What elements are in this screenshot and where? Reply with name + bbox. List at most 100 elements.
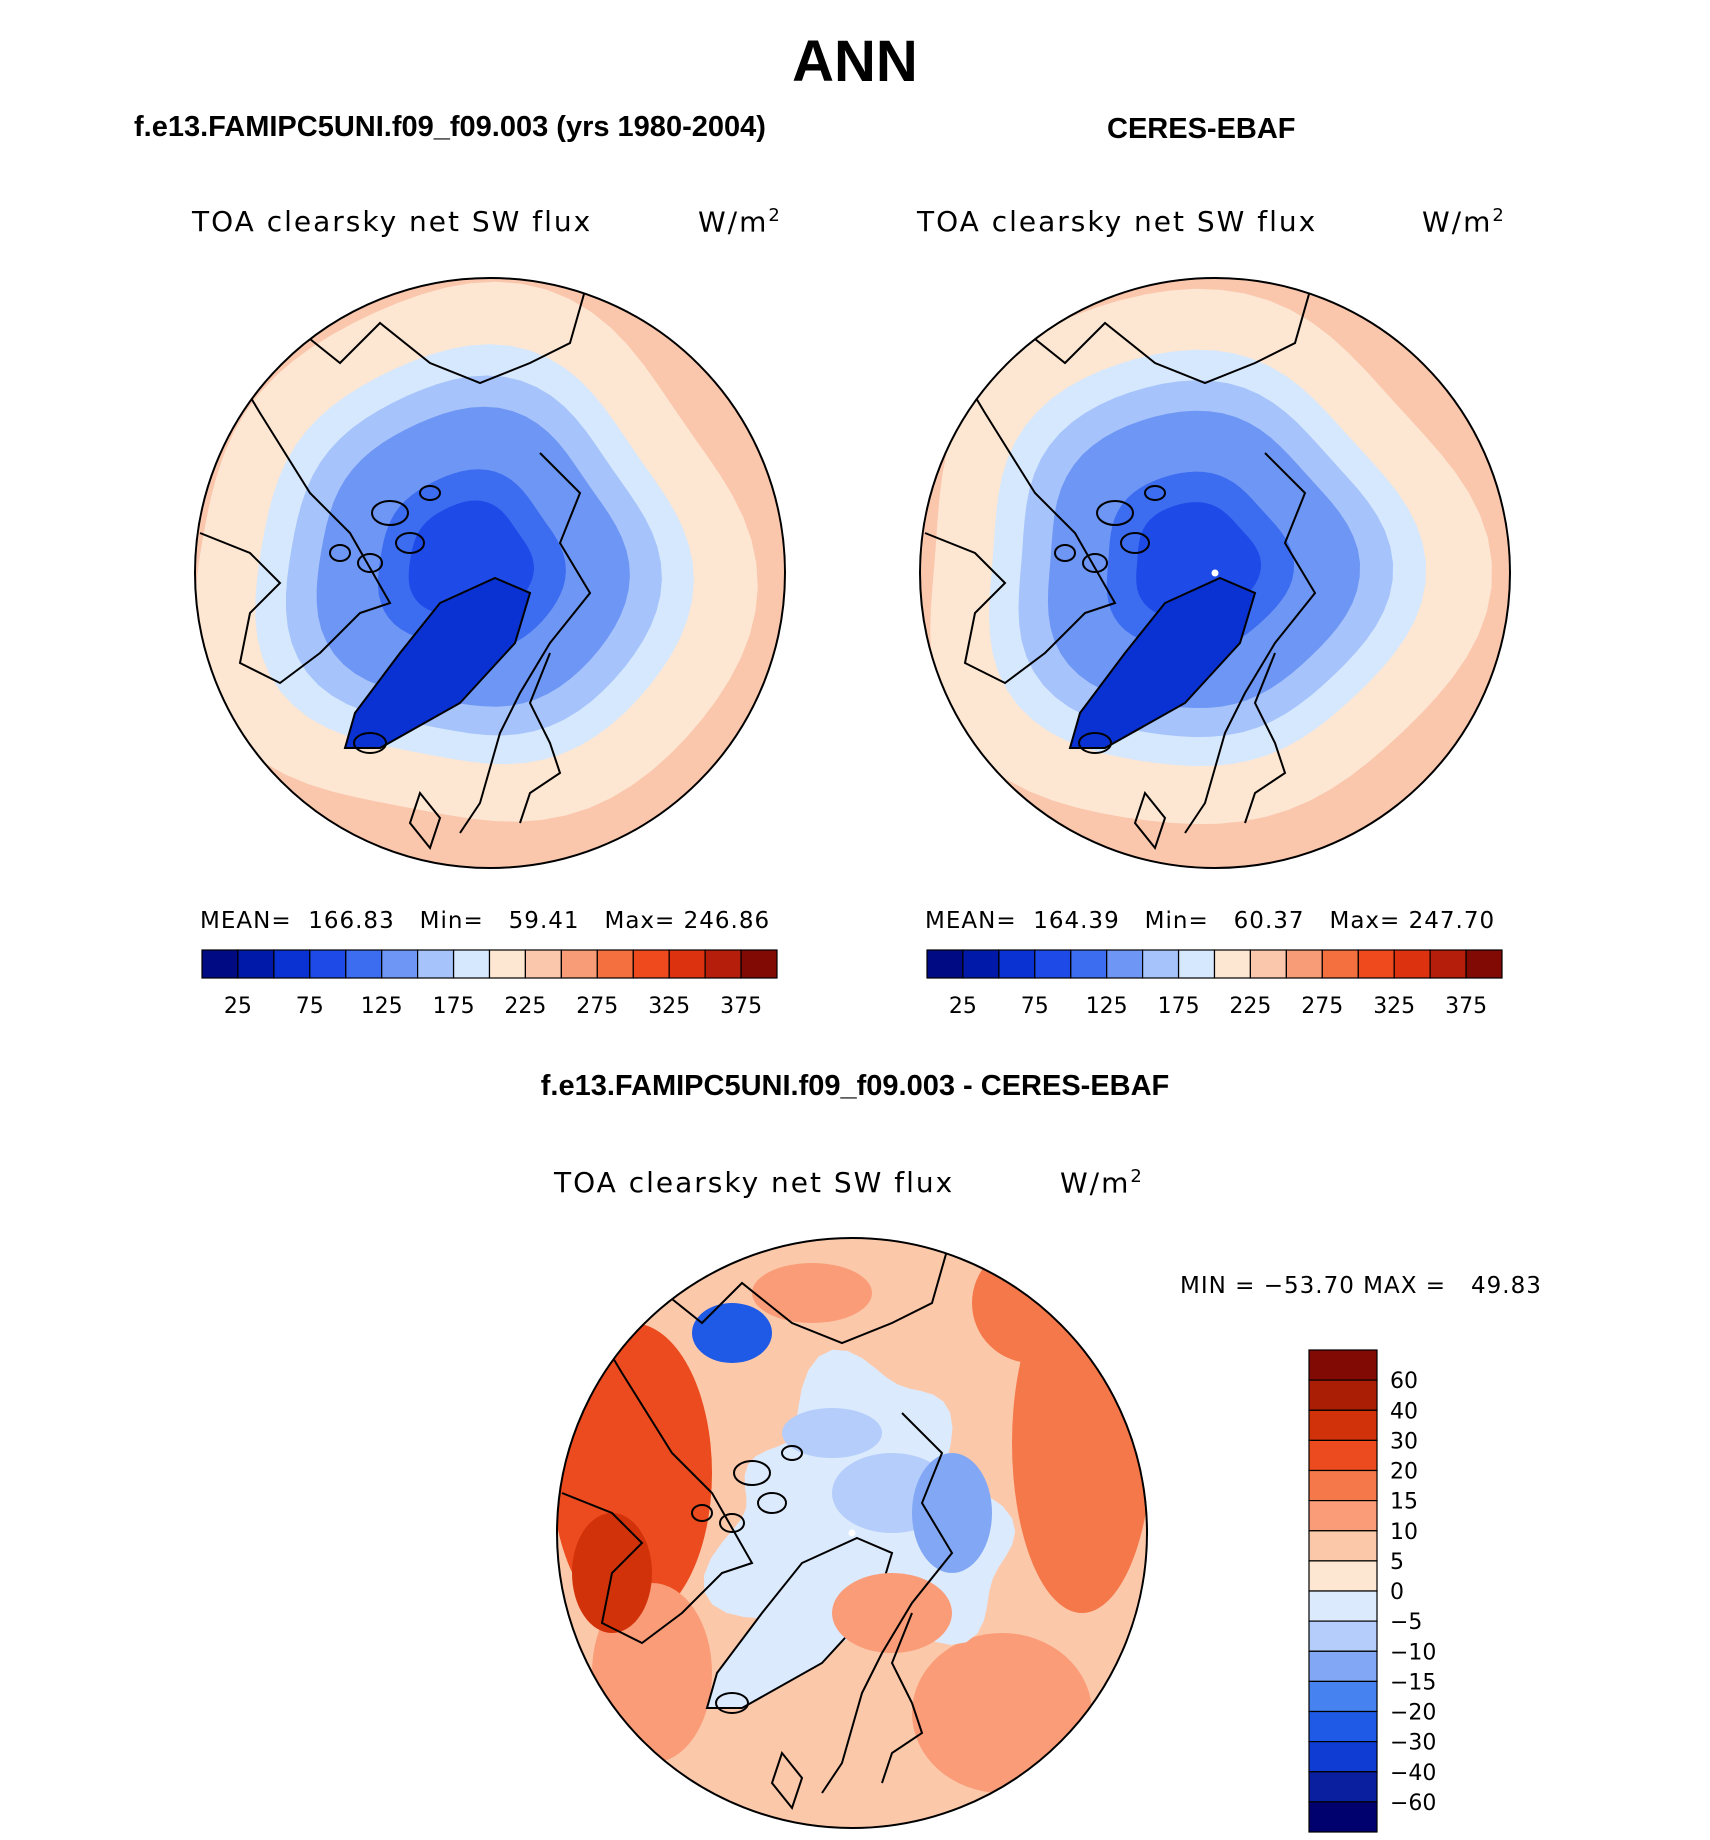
colorbar-tick-label: 175 — [433, 994, 475, 1019]
colorbar-box — [926, 949, 964, 979]
colorbar-box — [345, 949, 383, 979]
colorbar-box — [417, 949, 455, 979]
colorbar-tick-label: −20 — [1390, 1701, 1436, 1726]
colorbar-tick-label: −30 — [1390, 1731, 1436, 1756]
panel-3-case-title: f.e13.FAMIPC5UNI.f09_f09.003 - CERES-EBA… — [540, 1070, 1170, 1102]
coastline-scandinavia — [881, 1612, 924, 1784]
coastline-iceland — [715, 1692, 749, 1714]
coastline-siberia — [651, 1238, 953, 1345]
colorbar-box — [1308, 1680, 1378, 1713]
pole-marker — [848, 1529, 856, 1537]
panel-3-units-label: W/m2 — [1060, 1166, 1144, 1200]
map-anomaly — [832, 1573, 952, 1653]
panel-2-variable-label: TOA clearsky net SW flux — [917, 205, 1318, 238]
coastline-island — [1054, 544, 1076, 562]
coastline-island — [1082, 553, 1108, 573]
map-anomaly — [912, 1453, 992, 1573]
coastline-island — [1120, 532, 1150, 554]
colorbar-tick-label: 60 — [1390, 1369, 1418, 1394]
colorbar-box — [1308, 1771, 1378, 1803]
colorbar-tick-label: 175 — [1158, 994, 1200, 1019]
coastline-island — [781, 1445, 803, 1461]
figure-title: ANN — [792, 29, 918, 94]
panel-3-variable-label: TOA clearsky net SW flux — [554, 1166, 955, 1199]
map-boundary — [919, 277, 1511, 869]
pole-marker — [1211, 569, 1219, 577]
coastline-island — [733, 1460, 771, 1486]
panel-1-colorbar: 25 75 125 175 225 275 325 375 — [201, 949, 778, 1019]
colorbar-box — [1393, 949, 1431, 979]
colorbar-box — [1285, 949, 1323, 979]
colorbar-box — [1429, 949, 1467, 979]
coastline-island — [1144, 485, 1166, 501]
panel-3-minmax: MIN = −53.70 MAX = 49.83 — [1180, 1273, 1542, 1299]
colorbar-tick-label: 40 — [1390, 1399, 1418, 1424]
coastline-island — [419, 485, 441, 501]
colorbar-box — [704, 949, 742, 979]
colorbar-box — [273, 949, 311, 979]
colorbar-tick-label: 75 — [1021, 994, 1049, 1019]
colorbar-tick-label: 75 — [296, 994, 324, 1019]
coastline-eurasia — [1184, 452, 1317, 834]
map-boundary — [194, 277, 786, 869]
coastline-north-america — [924, 362, 1117, 685]
greenland-land — [343, 576, 532, 749]
colorbar-box — [1465, 949, 1503, 979]
colorbar-tick-label: 25 — [224, 994, 252, 1019]
map-band — [439, 531, 502, 592]
map-anomaly — [782, 1408, 882, 1458]
colorbar-box — [560, 949, 598, 979]
colorbar-tick-label: −15 — [1390, 1670, 1436, 1695]
colorbar-tick-label: 275 — [576, 994, 618, 1019]
colorbar-box — [237, 949, 275, 979]
colorbar-tick-label: 275 — [1301, 994, 1343, 1019]
coastline-island — [757, 1492, 787, 1514]
colorbar-tick-label: 225 — [504, 994, 546, 1019]
colorbar-box — [1034, 949, 1072, 979]
colorbar-box — [1308, 1801, 1378, 1833]
colorbar-tick-label: 10 — [1390, 1520, 1418, 1545]
coastline-scandinavia — [1244, 652, 1287, 824]
colorbar-box — [668, 949, 706, 979]
colorbar-box — [1308, 1409, 1378, 1442]
colorbar-box — [962, 949, 1000, 979]
colorbar-tick-label: −40 — [1390, 1761, 1436, 1786]
panel-1-units-label: W/m2 — [698, 205, 782, 239]
coastline-island — [357, 553, 383, 573]
colorbar-tick-label: 325 — [1373, 994, 1415, 1019]
coastline-island — [395, 532, 425, 554]
colorbar-box — [1177, 949, 1216, 979]
map-anomaly — [752, 1263, 872, 1323]
colorbar-box — [1106, 949, 1144, 979]
colorbar-box — [1070, 949, 1108, 979]
colorbar-box — [1249, 949, 1287, 979]
colorbar-box — [998, 949, 1036, 979]
colorbar-box — [1213, 949, 1252, 979]
coastline-siberia — [1014, 278, 1316, 385]
colorbar-box — [1308, 1620, 1378, 1652]
colorbar-box — [488, 949, 527, 979]
coastline-british-isles — [770, 1750, 804, 1811]
colorbar-box — [309, 949, 347, 979]
colorbar-box — [632, 949, 670, 979]
colorbar-box — [381, 949, 419, 979]
coastline-british-isles — [1133, 790, 1167, 851]
colorbar-tick-label: −10 — [1390, 1640, 1436, 1665]
coastline-siberia — [289, 278, 591, 385]
colorbar-tick-label: 125 — [361, 994, 403, 1019]
coastline-scandinavia — [519, 652, 562, 824]
coastline-island — [371, 500, 409, 526]
colorbar-tick-label: 25 — [949, 994, 977, 1019]
colorbar-box — [1308, 1499, 1378, 1532]
colorbar-tick-label: 325 — [648, 994, 690, 1019]
colorbar-tick-label: 375 — [1445, 994, 1487, 1019]
map-anomaly — [912, 1633, 1092, 1793]
map-boundary — [556, 1237, 1148, 1829]
colorbar-box — [1308, 1740, 1378, 1773]
coastline-north-america — [199, 362, 392, 685]
map-anomaly — [692, 1303, 772, 1363]
colorbar-box — [201, 949, 239, 979]
colorbar-box — [1357, 949, 1395, 979]
panel-2-stats: MEAN= 164.39 Min= 60.37 Max= 247.70 — [925, 908, 1496, 934]
